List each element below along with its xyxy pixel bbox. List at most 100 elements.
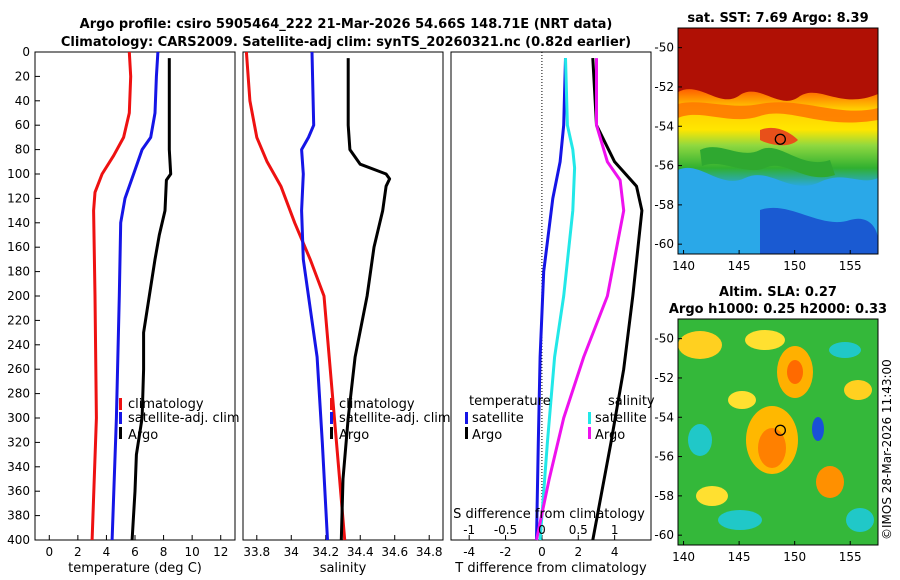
sst-warm-region bbox=[678, 28, 878, 101]
sst-green-band bbox=[700, 147, 835, 178]
depth-axis-ticks: 0 20 40 60 80 100 120 140 160 180 200 220 240 260 280 3… bbox=[7, 45, 40, 547]
temperature-panel: 0204060801001201401601802002202402602803… bbox=[7, 45, 240, 576]
series-line-climatology bbox=[90, 51, 133, 541]
argo-location-marker bbox=[774, 424, 786, 436]
y-tick-label: 360 bbox=[7, 484, 30, 498]
temperature-x-ticks: 0 2 4 6 8 10 12 bbox=[45, 535, 228, 559]
sst-map-ticks: 140 145 150 155 -50 -52 -54 -56 -58 -60 bbox=[654, 41, 861, 273]
sst-eddy bbox=[760, 127, 798, 146]
legend-swatch-temperature-satellite bbox=[465, 412, 468, 424]
y-tick-label: 240 bbox=[7, 338, 30, 352]
legend-label-climatology: climatology bbox=[339, 397, 415, 412]
legend-label-argo: Argo bbox=[128, 428, 158, 443]
x-tick-label: 2 bbox=[574, 545, 582, 559]
salinity-xlabel: salinity bbox=[320, 561, 367, 576]
copyright-note: ©IMOS 28-Mar-2026 11:43:00 bbox=[880, 359, 894, 540]
x-tick-label: 155 bbox=[839, 259, 862, 273]
top-tick-label: 0 bbox=[538, 523, 546, 537]
series-line-Argo bbox=[130, 58, 173, 541]
sla-blob bbox=[812, 417, 824, 441]
temperature-series bbox=[90, 51, 173, 541]
x-tick-label: 34.6 bbox=[381, 545, 408, 559]
x-tick-label: -4 bbox=[463, 545, 475, 559]
title-line-2: Climatology: CARS2009. Satellite-adj cli… bbox=[61, 35, 631, 50]
y-tick-label: 0 bbox=[22, 45, 30, 59]
y-tick-label: 120 bbox=[7, 191, 30, 205]
y-tick-label: 340 bbox=[7, 460, 30, 474]
difference-panel: -4 -2 0 2 4 T difference from climatology S … bbox=[450, 51, 655, 576]
x-tick-label: 0 bbox=[45, 545, 53, 559]
x-tick-label: 34.2 bbox=[312, 545, 339, 559]
legend-title-temperature: temperature bbox=[469, 394, 551, 409]
x-tick-label: 4 bbox=[611, 545, 619, 559]
x-tick-label: 10 bbox=[185, 545, 200, 559]
y-tick-label: -50 bbox=[654, 41, 674, 55]
legend-swatch-satellite bbox=[330, 412, 333, 424]
x-tick-label: 2 bbox=[74, 545, 82, 559]
sla-map-subtitle: Argo h1000: 0.25 h2000: 0.33 bbox=[669, 302, 887, 317]
sst-map-field bbox=[678, 28, 878, 254]
difference-series bbox=[535, 58, 644, 541]
sst-front-orange bbox=[678, 102, 878, 123]
legend-label-temperature-satellite: satellite bbox=[472, 411, 524, 426]
argo-location-marker bbox=[774, 133, 786, 145]
legend-swatch-satellite bbox=[119, 412, 122, 424]
series-line-salinity-argo bbox=[535, 58, 626, 541]
x-tick-label: 150 bbox=[783, 550, 806, 564]
salinity-axes-frame bbox=[242, 51, 444, 541]
sla-blob bbox=[844, 380, 872, 400]
series-line-temperature-argo bbox=[591, 58, 644, 541]
sla-blob bbox=[787, 360, 803, 384]
x-tick-label: 0 bbox=[538, 545, 546, 559]
sla-blob bbox=[718, 510, 762, 530]
difference-axes-frame bbox=[450, 51, 652, 541]
salinity-panel: 33.8 34 34.2 34.4 34.6 34.8 salinity climatol… bbox=[242, 51, 451, 576]
y-tick-label: -50 bbox=[654, 332, 674, 346]
y-tick-label: 220 bbox=[7, 313, 30, 327]
y-tick-label: -54 bbox=[654, 410, 674, 424]
x-tick-label: -2 bbox=[500, 545, 512, 559]
y-tick-label: 60 bbox=[15, 118, 30, 132]
legend-swatch-argo bbox=[119, 427, 122, 439]
y-tick-label: 80 bbox=[15, 143, 30, 157]
x-tick-label: 34 bbox=[284, 545, 299, 559]
y-tick-label: 160 bbox=[7, 240, 30, 254]
sla-map-title: Altim. SLA: 0.27 bbox=[719, 285, 837, 300]
sla-map-frame bbox=[677, 318, 879, 546]
y-tick-label: 320 bbox=[7, 435, 30, 449]
sla-blob bbox=[758, 428, 786, 468]
y-tick-label: 200 bbox=[7, 289, 30, 303]
legend-swatch-temperature-argo bbox=[465, 427, 468, 439]
sla-blob bbox=[816, 466, 844, 498]
legend-label-temperature-argo: Argo bbox=[472, 428, 502, 443]
x-tick-label: 140 bbox=[672, 259, 695, 273]
y-tick-label: 100 bbox=[7, 167, 30, 181]
top-tick-label: -1 bbox=[463, 523, 475, 537]
sst-map-frame bbox=[677, 27, 879, 255]
x-tick-label: 34.8 bbox=[416, 545, 443, 559]
x-tick-label: 8 bbox=[160, 545, 168, 559]
legend-label-climatology: climatology bbox=[128, 397, 204, 412]
legend-label-satellite: satellite-adj. clim bbox=[128, 411, 240, 426]
top-tick-label: -0.5 bbox=[494, 523, 517, 537]
y-tick-label: 280 bbox=[7, 387, 30, 401]
title-line-1: Argo profile: csiro 5905464_222 21-Mar-2… bbox=[80, 17, 613, 32]
series-line-salinity-satellite bbox=[538, 58, 577, 541]
x-tick-label: 12 bbox=[213, 545, 228, 559]
sla-blob bbox=[745, 330, 785, 350]
sst-map-title: sat. SST: 7.69 Argo: 8.39 bbox=[687, 11, 868, 26]
y-tick-label: -56 bbox=[654, 450, 674, 464]
sla-blob bbox=[728, 391, 756, 409]
y-tick-label: 400 bbox=[7, 533, 30, 547]
series-line-temperature-satellite bbox=[535, 58, 567, 541]
top-tick-label: 1 bbox=[611, 523, 619, 537]
x-tick-label: 150 bbox=[783, 259, 806, 273]
sla-map-ticks: 140 145 150 155 -50 -52 -54 -56 -58 -60 bbox=[654, 332, 861, 564]
x-tick-label: 4 bbox=[103, 545, 111, 559]
y-tick-label: -60 bbox=[654, 528, 674, 542]
difference-legend: temperature satellite Argo salinity sate… bbox=[465, 394, 655, 443]
sla-blob bbox=[846, 508, 874, 532]
series-line-satellite-adj. clim bbox=[110, 51, 160, 541]
legend-label-salinity-argo: Argo bbox=[595, 428, 625, 443]
